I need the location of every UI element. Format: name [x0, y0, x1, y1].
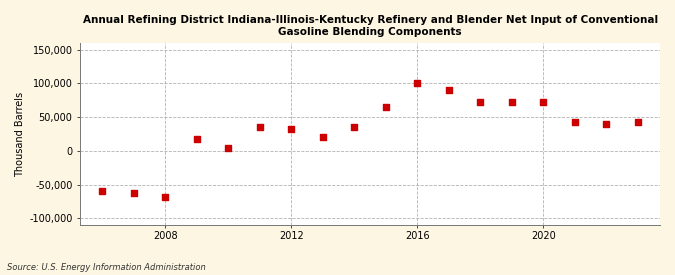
Point: [223, 145, 234, 150]
Point: [128, 191, 139, 195]
Text: Source: U.S. Energy Information Administration: Source: U.S. Energy Information Administ…: [7, 263, 205, 272]
Point: [601, 122, 612, 126]
Point: [381, 105, 392, 109]
Point: [570, 120, 580, 124]
Point: [538, 100, 549, 104]
Point: [317, 134, 328, 139]
Point: [97, 189, 107, 194]
Point: [192, 137, 202, 141]
Point: [632, 120, 643, 124]
Point: [443, 88, 454, 92]
Point: [506, 100, 517, 104]
Point: [349, 125, 360, 130]
Point: [160, 195, 171, 199]
Point: [254, 125, 265, 129]
Point: [475, 100, 486, 104]
Point: [412, 81, 423, 86]
Title: Annual Refining District Indiana-Illinois-Kentucky Refinery and Blender Net Inpu: Annual Refining District Indiana-Illinoi…: [82, 15, 657, 37]
Y-axis label: Thousand Barrels: Thousand Barrels: [15, 92, 25, 177]
Point: [286, 127, 297, 131]
